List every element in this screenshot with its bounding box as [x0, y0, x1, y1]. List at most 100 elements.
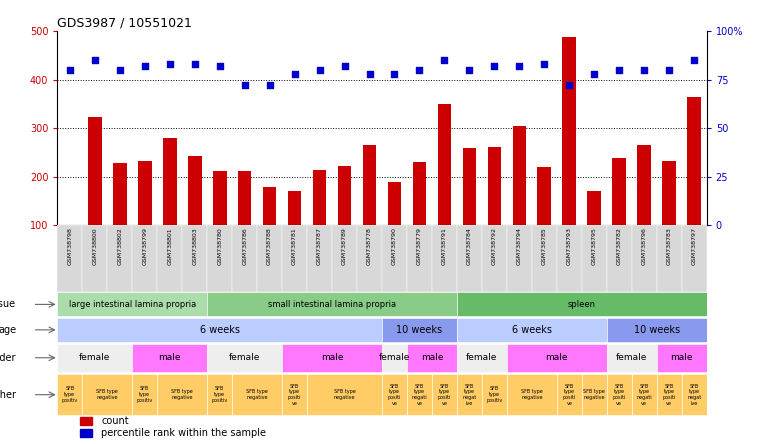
FancyBboxPatch shape	[132, 225, 157, 292]
Text: SFB
type
positi
ve: SFB type positi ve	[388, 384, 401, 406]
FancyBboxPatch shape	[607, 318, 707, 342]
FancyBboxPatch shape	[607, 225, 632, 292]
Text: GSM738784: GSM738784	[467, 227, 472, 265]
Point	[63, 66, 76, 73]
Text: GSM738797: GSM738797	[691, 227, 697, 265]
Bar	[662, 161, 676, 225]
Text: SFB
type
positi
ve: SFB type positi ve	[288, 384, 301, 406]
FancyBboxPatch shape	[407, 374, 432, 415]
FancyBboxPatch shape	[57, 318, 382, 342]
FancyBboxPatch shape	[282, 344, 382, 372]
Text: GSM738788: GSM738788	[267, 227, 272, 265]
Text: female: female	[79, 353, 111, 362]
FancyBboxPatch shape	[482, 225, 507, 292]
Bar	[613, 158, 626, 225]
FancyBboxPatch shape	[232, 225, 257, 292]
Bar	[188, 156, 202, 225]
FancyBboxPatch shape	[432, 374, 457, 415]
FancyBboxPatch shape	[282, 225, 307, 292]
Text: GSM738801: GSM738801	[167, 227, 172, 265]
Bar	[413, 162, 426, 225]
Text: female: female	[466, 353, 497, 362]
FancyBboxPatch shape	[207, 374, 232, 415]
Point	[114, 66, 126, 73]
Text: count: count	[102, 416, 129, 426]
FancyBboxPatch shape	[432, 225, 457, 292]
FancyBboxPatch shape	[107, 225, 132, 292]
Text: male: male	[321, 353, 343, 362]
Bar	[637, 145, 651, 225]
Bar	[562, 37, 576, 225]
Bar	[263, 187, 277, 225]
Text: male: male	[545, 353, 568, 362]
Text: GSM738783: GSM738783	[667, 227, 672, 265]
Text: GSM738800: GSM738800	[92, 227, 97, 265]
FancyBboxPatch shape	[607, 344, 657, 372]
Bar	[163, 138, 176, 225]
Text: SFB type
negative: SFB type negative	[171, 389, 193, 400]
FancyBboxPatch shape	[632, 374, 657, 415]
FancyBboxPatch shape	[157, 374, 207, 415]
Text: GSM738781: GSM738781	[292, 227, 297, 265]
Bar	[688, 96, 701, 225]
Bar	[80, 429, 92, 437]
Text: female: female	[379, 353, 410, 362]
Bar	[113, 163, 127, 225]
Text: SFB
type
positi
ve: SFB type positi ve	[662, 384, 676, 406]
Point	[138, 63, 151, 70]
Point	[364, 70, 376, 77]
FancyBboxPatch shape	[557, 374, 582, 415]
Text: 10 weeks: 10 weeks	[633, 325, 680, 335]
Text: GSM738794: GSM738794	[517, 227, 522, 265]
Text: GSM738792: GSM738792	[492, 227, 497, 265]
Text: percentile rank within the sample: percentile rank within the sample	[102, 428, 267, 438]
Point	[663, 66, 675, 73]
Text: male: male	[158, 353, 181, 362]
FancyBboxPatch shape	[507, 225, 532, 292]
Bar	[588, 191, 601, 225]
FancyBboxPatch shape	[507, 374, 557, 415]
Text: GSM738789: GSM738789	[342, 227, 347, 265]
Bar	[438, 104, 452, 225]
FancyBboxPatch shape	[457, 293, 707, 317]
Text: GSM738782: GSM738782	[617, 227, 622, 265]
Text: GSM738793: GSM738793	[567, 227, 571, 265]
Bar	[462, 148, 476, 225]
FancyBboxPatch shape	[482, 374, 507, 415]
Text: tissue: tissue	[0, 299, 16, 309]
Text: GSM738802: GSM738802	[117, 227, 122, 265]
FancyBboxPatch shape	[582, 225, 607, 292]
FancyBboxPatch shape	[57, 225, 83, 292]
FancyBboxPatch shape	[457, 344, 507, 372]
Bar	[138, 161, 151, 225]
FancyBboxPatch shape	[157, 225, 182, 292]
FancyBboxPatch shape	[57, 344, 132, 372]
Text: SFB
type
negati
ve: SFB type negati ve	[636, 384, 652, 406]
FancyBboxPatch shape	[407, 344, 457, 372]
FancyBboxPatch shape	[132, 374, 157, 415]
FancyBboxPatch shape	[582, 374, 607, 415]
FancyBboxPatch shape	[282, 374, 307, 415]
Text: SFB
type
positiv: SFB type positiv	[62, 386, 78, 403]
Text: male: male	[671, 353, 693, 362]
FancyBboxPatch shape	[632, 225, 657, 292]
Text: SFB
type
negati
ve: SFB type negati ve	[412, 384, 427, 406]
FancyBboxPatch shape	[457, 225, 482, 292]
FancyBboxPatch shape	[332, 225, 357, 292]
Text: SFB type
negative: SFB type negative	[521, 389, 542, 400]
Bar	[387, 182, 401, 225]
Text: age: age	[0, 325, 16, 335]
Text: GSM738787: GSM738787	[317, 227, 322, 265]
FancyBboxPatch shape	[407, 225, 432, 292]
Text: SFB
type
positi
ve: SFB type positi ve	[562, 384, 576, 406]
Bar	[213, 170, 226, 225]
FancyBboxPatch shape	[681, 374, 707, 415]
FancyBboxPatch shape	[382, 225, 407, 292]
Point	[613, 66, 626, 73]
Point	[163, 60, 176, 67]
Text: SFB
type
positiv: SFB type positiv	[212, 386, 228, 403]
FancyBboxPatch shape	[657, 374, 681, 415]
Point	[688, 57, 701, 64]
Point	[439, 57, 451, 64]
FancyBboxPatch shape	[457, 374, 482, 415]
